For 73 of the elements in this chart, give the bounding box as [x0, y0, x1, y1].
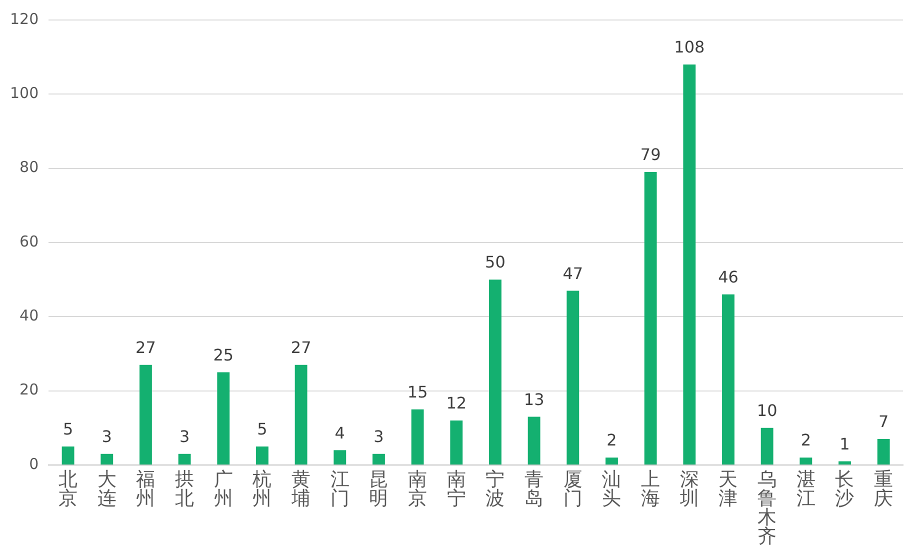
- x-tick-label: 拱北: [175, 468, 194, 510]
- data-label: 47: [562, 264, 584, 283]
- data-label: 27: [136, 338, 156, 358]
- data-label: 5: [257, 420, 268, 439]
- data-label: 3: [179, 427, 190, 446]
- bar: [722, 294, 734, 464]
- data-label: 15: [407, 382, 428, 402]
- data-label: 13: [524, 390, 544, 409]
- x-tick-label: 北京: [58, 468, 78, 510]
- data-label: 46: [718, 268, 738, 287]
- data-label: 25: [213, 345, 234, 364]
- bar: [100, 454, 114, 464]
- y-tick-label: 80: [20, 158, 39, 176]
- bar: [450, 420, 463, 464]
- data-label: 2: [606, 430, 617, 450]
- y-tick-label: 120: [10, 10, 39, 28]
- x-tick-label: 上海: [641, 468, 660, 510]
- x-tick-label: 天津: [718, 468, 738, 510]
- x-tick-label: 昆明: [369, 468, 388, 510]
- data-label: 50: [485, 252, 506, 272]
- y-tick-label: 0: [29, 454, 39, 473]
- data-label: 27: [290, 338, 312, 358]
- data-label: 7: [878, 412, 889, 432]
- x-tick-label: 黄埔: [290, 468, 311, 510]
- x-tick-label: 宁波: [486, 468, 505, 510]
- bar: [334, 450, 346, 464]
- bar: [411, 409, 424, 464]
- bar: [644, 172, 657, 464]
- x-tick-label: 深圳: [678, 468, 699, 510]
- x-tick-label: 长沙: [835, 468, 854, 510]
- data-label: 12: [446, 394, 467, 413]
- y-tick-label: 100: [10, 84, 39, 102]
- bar: [217, 372, 230, 464]
- data-label: 2: [800, 430, 812, 450]
- x-tick-label: 汕头: [602, 468, 622, 510]
- bar: [606, 458, 618, 464]
- bar: [256, 446, 268, 464]
- x-tick-label: 南宁: [446, 468, 466, 510]
- x-tick-label: 大连: [97, 468, 116, 510]
- data-label: 1: [840, 434, 850, 454]
- data-label: 4: [334, 423, 345, 442]
- y-tick-label: 40: [20, 306, 39, 325]
- y-tick-label: 20: [20, 380, 39, 399]
- bar: [294, 364, 308, 464]
- bar: [528, 416, 540, 464]
- data-label: 108: [674, 38, 705, 57]
- bar: [489, 280, 502, 464]
- data-label: 5: [62, 420, 74, 439]
- bar: [372, 454, 385, 464]
- x-tick-label: 南京: [408, 468, 428, 510]
- bar: [62, 446, 74, 464]
- bar: [566, 290, 580, 464]
- x-tick-label: 乌鲁木齐: [758, 468, 777, 548]
- bar: [877, 439, 890, 464]
- bar: [683, 64, 696, 464]
- y-tick-label: 60: [20, 232, 39, 250]
- data-label: 3: [102, 427, 112, 446]
- data-label: 3: [374, 427, 384, 446]
- bar: [838, 461, 851, 464]
- bar: [178, 454, 191, 464]
- x-tick-label: 江门: [330, 468, 350, 510]
- data-label: 10: [756, 401, 778, 420]
- x-tick-label: 广州: [214, 468, 233, 510]
- bar: [800, 458, 812, 464]
- x-tick-label: 杭州: [252, 468, 272, 510]
- data-label: 79: [640, 145, 661, 164]
- bar: [140, 364, 152, 464]
- x-tick-label: 青岛: [524, 468, 544, 510]
- x-tick-label: 湛江: [796, 468, 816, 510]
- x-tick-label: 重庆: [874, 468, 894, 510]
- bar: [760, 428, 774, 464]
- x-tick-label: 福州: [136, 468, 156, 510]
- x-tick-label: 厦门: [563, 468, 582, 510]
